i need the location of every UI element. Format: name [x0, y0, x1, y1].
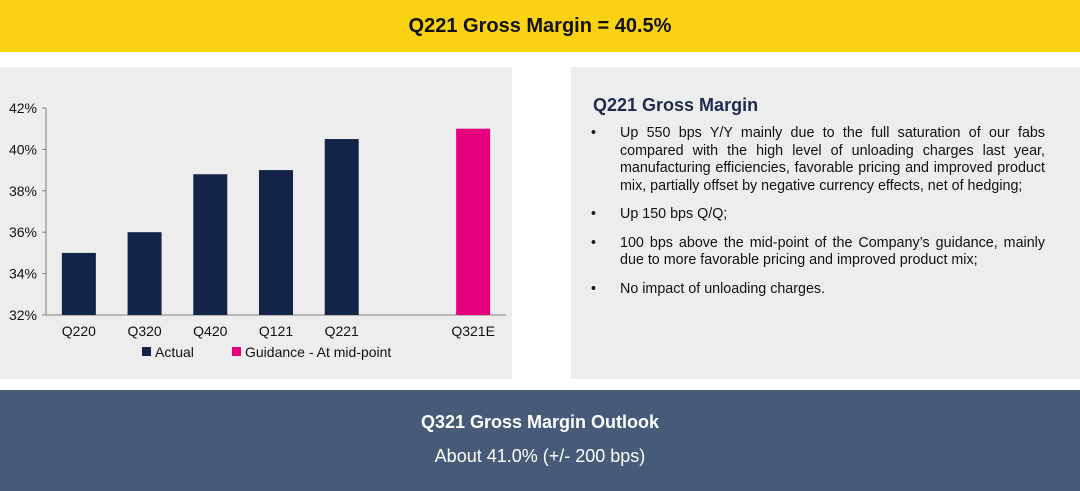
- x-tick-label: Q420: [193, 323, 227, 339]
- header-banner: Q221 Gross Margin = 40.5%: [0, 0, 1080, 52]
- y-tick-label: 38%: [9, 183, 37, 199]
- bar-actual: [61, 252, 96, 315]
- details-panel: Q221 Gross Margin • Up 550 bps Y/Y mainly…: [571, 67, 1080, 379]
- bar-actual: [193, 174, 228, 315]
- x-tick-label: Q321E: [451, 323, 495, 339]
- x-tick-label: Q220: [62, 323, 96, 339]
- legend-label: Guidance - At mid-point: [245, 344, 391, 360]
- legend-swatch: [232, 347, 241, 356]
- y-tick-label: 32%: [9, 307, 37, 323]
- bar-actual: [127, 232, 162, 315]
- outlook-banner: Q321 Gross Margin Outlook About 41.0% (+…: [0, 390, 1080, 491]
- y-tick-label: 36%: [9, 224, 37, 240]
- gross-margin-chart: 32% 34% 36% 38% 40% 42% Q220 Q320 Q420 Q121 Q221 Q3…: [9, 100, 506, 360]
- outlook-title: Q321 Gross Margin Outlook: [420, 412, 660, 432]
- bullet-marker: •: [591, 206, 597, 222]
- x-tick-label: Q221: [325, 323, 359, 339]
- details-bullet-list: • Up 550 bps Y/Y mainly due to the full s…: [589, 125, 1045, 309]
- bullet-item: • No impact of unloading charges.: [589, 281, 1045, 299]
- legend-label: Actual: [155, 344, 194, 360]
- y-tick-label: 34%: [9, 266, 37, 282]
- bullet-item: • 100 bps above the mid-point of the Comp…: [589, 235, 1045, 270]
- bullet-text: No impact of unloading charges.: [620, 280, 826, 297]
- x-tick-label: Q121: [259, 323, 293, 339]
- details-title: Q221 Gross Margin: [593, 95, 759, 115]
- chart-panel: 32% 34% 36% 38% 40% 42% Q220 Q320 Q420 Q121 Q221 Q3…: [0, 67, 512, 379]
- bullet-text: 100 bps above the mid-point of the Compa…: [620, 234, 1045, 269]
- bar-actual: [259, 170, 293, 315]
- bullet-text: Up 150 bps Q/Q;: [620, 206, 728, 222]
- bullet-marker: •: [591, 234, 597, 251]
- y-tick-label: 42%: [9, 100, 37, 116]
- legend-swatch: [142, 347, 151, 356]
- y-tick-label: 40%: [9, 141, 37, 157]
- x-tick-label: Q320: [127, 323, 161, 339]
- bullet-marker: •: [591, 280, 597, 297]
- bar-guidance: [456, 128, 491, 315]
- bullet-item: • Up 150 bps Q/Q;: [589, 206, 1045, 224]
- bullet-item: • Up 550 bps Y/Y mainly due to the full s…: [589, 125, 1045, 195]
- page-title: Q221 Gross Margin = 40.5%: [408, 14, 672, 37]
- bullet-marker: •: [591, 125, 597, 141]
- outlook-value: About 41.0% (+/- 200 bps): [434, 446, 646, 466]
- bullet-text: Up 550 bps Y/Y mainly due to the full sa…: [620, 125, 1045, 194]
- bar-actual: [324, 139, 359, 315]
